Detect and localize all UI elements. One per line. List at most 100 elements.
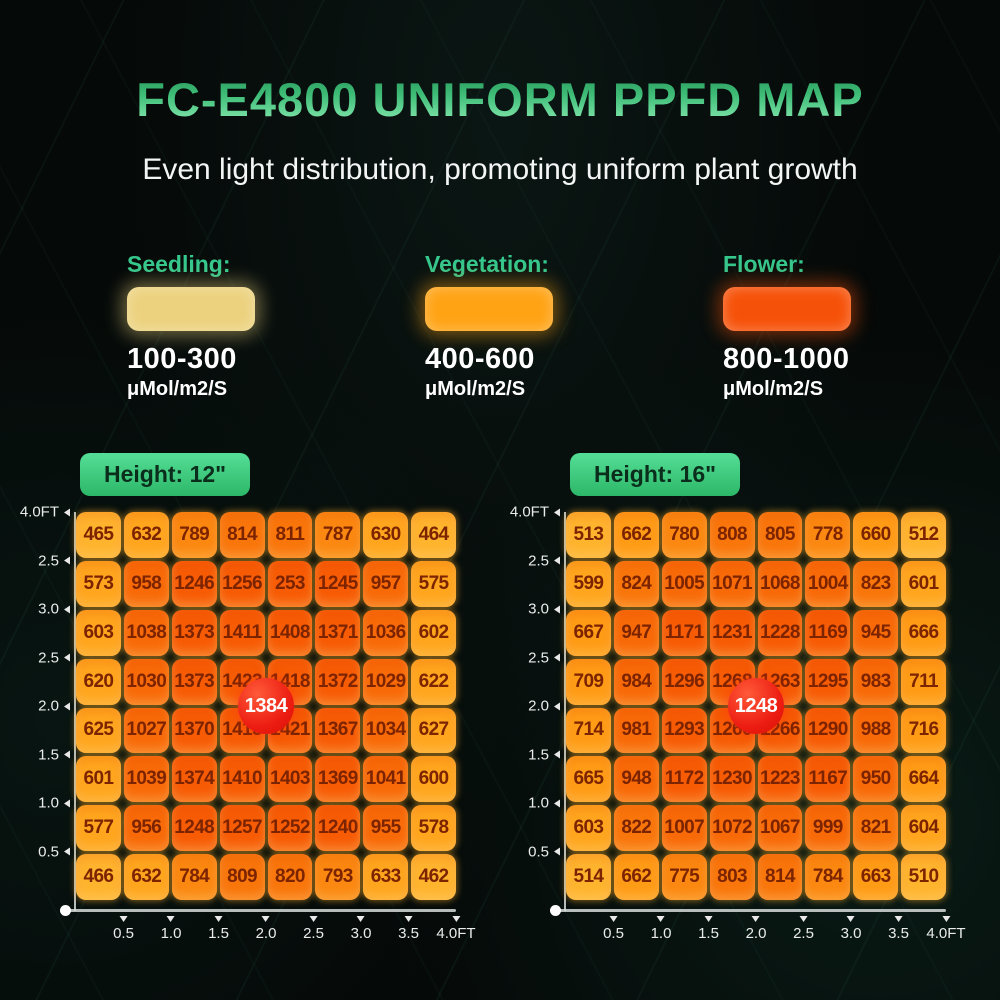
- ppfd-cell: 599: [566, 560, 611, 607]
- tick-arrow-icon: [554, 702, 560, 710]
- origin-dot: [60, 905, 71, 916]
- ppfd-cell: 1231: [709, 609, 755, 656]
- ppfd-map-height-16: Height: 16" 4.0FT2.53.02.52.01.51.00.50 …: [510, 453, 976, 946]
- tick-arrow-icon: [64, 508, 70, 516]
- ppfd-cell: 820: [267, 854, 313, 900]
- legend-range: 800-1000: [723, 343, 850, 375]
- y-tick-label: 2.5: [528, 552, 560, 569]
- y-tick-label: 0.5: [528, 843, 560, 860]
- ppfd-cell: 1290: [805, 707, 851, 754]
- y-axis-line: [74, 512, 76, 911]
- tick-arrow-icon: [214, 916, 223, 922]
- ppfd-cell: 709: [566, 658, 611, 705]
- ppfd-cell: 662: [613, 512, 659, 558]
- ppfd-cell: 620: [76, 658, 121, 705]
- ppfd-cell: 1240: [315, 805, 361, 852]
- x-tick-label: 1.5: [208, 916, 229, 942]
- tick-arrow-icon: [261, 916, 270, 922]
- ppfd-cell: 603: [566, 805, 611, 852]
- ppfd-cell: 793: [315, 854, 361, 900]
- ppfd-cell: 1367: [315, 707, 361, 754]
- tick-arrow-icon: [609, 916, 618, 922]
- ppfd-cell: 573: [76, 560, 121, 607]
- legend-label: Flower:: [723, 251, 805, 277]
- tick-arrow-icon: [119, 916, 128, 922]
- ppfd-cell: 716: [901, 707, 946, 754]
- y-tick-label: 4.0FT: [20, 504, 70, 521]
- x-tick-label: 4.0FT: [926, 916, 966, 942]
- x-tick-label: 0.5: [603, 916, 624, 942]
- ppfd-cell: 466: [76, 854, 121, 900]
- tick-arrow-icon: [554, 605, 560, 613]
- tick-arrow-icon: [64, 750, 70, 759]
- page-title: FC-E4800 UNIFORM PPFD MAP: [136, 73, 864, 126]
- ppfd-cell: 1293: [661, 707, 707, 754]
- ppfd-cell: 602: [411, 609, 456, 656]
- ppfd-cell: 784: [805, 854, 851, 900]
- tick-arrow-icon: [751, 916, 760, 922]
- tick-arrow-icon: [656, 916, 665, 922]
- ppfd-cell: 805: [757, 512, 803, 558]
- ppfd-cell: 808: [709, 512, 755, 558]
- ppfd-cell: 821: [853, 805, 899, 852]
- ppfd-cell: 948: [613, 756, 659, 803]
- x-tick-label: 2.0: [256, 916, 276, 942]
- ppfd-cell: 464: [411, 512, 456, 558]
- ppfd-cell: 1072: [709, 805, 755, 852]
- ppfd-cell: 1410: [219, 756, 265, 803]
- origin-dot: [550, 905, 561, 916]
- ppfd-cell: 575: [411, 560, 456, 607]
- ppfd-cell: 814: [757, 854, 803, 900]
- ppfd-cell: 1228: [757, 609, 803, 656]
- tick-arrow-icon: [846, 916, 855, 922]
- ppfd-cell: 1036: [363, 609, 409, 656]
- ppfd-cell: 1408: [267, 609, 313, 656]
- ppfd-cell: 632: [123, 854, 169, 900]
- tick-arrow-icon: [64, 556, 70, 565]
- ppfd-cell: 1411: [219, 609, 265, 656]
- peak-value-badge: 1248: [728, 678, 784, 734]
- legend-unit: μMol/m2/S: [127, 378, 228, 400]
- ppfd-cell: 1256: [219, 560, 265, 607]
- tick-arrow-icon: [554, 508, 560, 516]
- ppfd-cell: 663: [853, 854, 899, 900]
- x-tick-label: 1.0: [161, 916, 181, 942]
- ppfd-cell: 1005: [661, 560, 707, 607]
- tick-arrow-icon: [404, 916, 413, 922]
- page-subtitle: Even light distribution, promoting unifo…: [142, 153, 858, 186]
- x-tick-label: 1.0: [651, 916, 671, 942]
- ppfd-cell: 957: [363, 560, 409, 607]
- ppfd-cell: 462: [411, 854, 456, 900]
- ppfd-cell: 1169: [805, 609, 851, 656]
- ppfd-cell: 667: [566, 609, 611, 656]
- tick-arrow-icon: [166, 916, 175, 922]
- ppfd-cell: 1374: [171, 756, 217, 803]
- ppfd-cell: 811: [267, 512, 313, 558]
- height-badge: Height: 12": [80, 453, 251, 496]
- legend-label: Vegetation:: [425, 251, 549, 277]
- header: FC-E4800 UNIFORM PPFD MAP Even light dis…: [0, 0, 1000, 187]
- legend-item-vegetation: Vegetation: 400-600 μMol/m2/S: [425, 251, 575, 401]
- ppfd-cell: 1296: [661, 658, 707, 705]
- ppfd-cell: 988: [853, 707, 899, 754]
- ppfd-cell: 1257: [219, 805, 265, 852]
- ppfd-cell: 823: [853, 560, 899, 607]
- x-tick-label: 2.5: [303, 916, 324, 942]
- ppfd-cell: 1370: [171, 707, 217, 754]
- ppfd-cell: 809: [219, 854, 265, 900]
- y-tick-label: 2.5: [38, 649, 70, 666]
- tick-arrow-icon: [554, 556, 560, 565]
- ppfd-cell: 1172: [661, 756, 707, 803]
- ppfd-cell: 604: [901, 805, 946, 852]
- y-tick-label: 1.5: [528, 746, 560, 763]
- ppfd-cell: 664: [901, 756, 946, 803]
- ppfd-cell: 787: [315, 512, 361, 558]
- x-tick-label: 3.0: [841, 916, 861, 942]
- ppfd-cell: 955: [363, 805, 409, 852]
- seedling-color-swatch: [127, 287, 255, 331]
- ppfd-cell: 778: [805, 512, 851, 558]
- ppfd-cell: 1230: [709, 756, 755, 803]
- ppfd-cell: 632: [123, 512, 169, 558]
